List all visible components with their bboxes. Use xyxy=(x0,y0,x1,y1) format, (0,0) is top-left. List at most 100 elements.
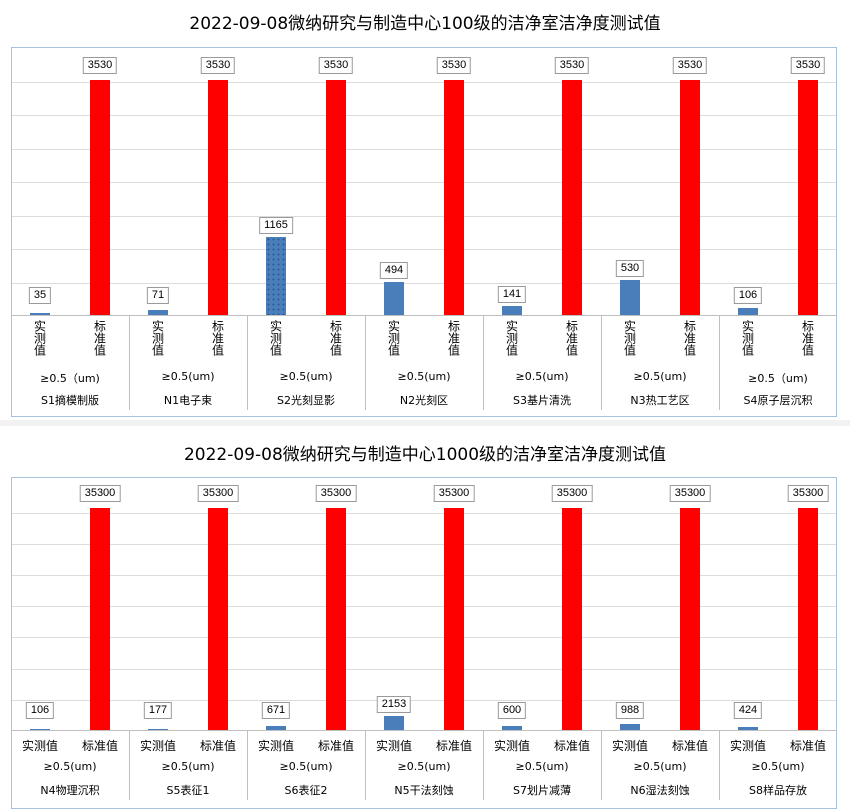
data-label-actual: 35 xyxy=(28,287,52,304)
room-name-label: S2光刻显影 xyxy=(277,394,335,407)
bar-label-actual: 实测值 xyxy=(622,320,637,356)
data-label-standard: 35300 xyxy=(433,485,475,502)
data-label-standard: 35300 xyxy=(787,485,829,502)
particle-size-label: ≥0.5(um) xyxy=(515,370,569,383)
group-separator xyxy=(601,730,602,800)
bar-standard xyxy=(326,508,346,730)
bar-actual xyxy=(148,310,168,315)
room-name-label: S3基片清洗 xyxy=(513,394,571,407)
data-label-actual: 177 xyxy=(143,702,173,719)
bar-label-actual: 实测值 xyxy=(257,739,295,753)
bar-actual xyxy=(266,725,286,730)
bar-standard xyxy=(90,80,110,315)
bar-actual xyxy=(384,716,404,730)
room-name-label: S4原子层沉积 xyxy=(743,394,813,407)
particle-size-label: ≥0.5(um) xyxy=(279,760,333,773)
data-label-actual: 2153 xyxy=(376,696,412,714)
category-axis xyxy=(11,315,837,413)
bar-label-standard: 标准值 xyxy=(446,320,461,356)
room-name-label: N4物理沉积 xyxy=(40,784,100,797)
data-label-actual: 141 xyxy=(497,285,527,303)
chart-title: 2022-09-08微纳研究与制造中心100级的洁净室洁净度测试值 xyxy=(189,14,661,34)
data-label-standard: 35300 xyxy=(197,485,239,502)
data-label-actual: 71 xyxy=(146,287,170,304)
gridline xyxy=(12,81,836,83)
room-name-label: S5表征1 xyxy=(166,784,210,797)
group-separator xyxy=(365,315,366,410)
bar-label-standard: 标准值 xyxy=(92,320,107,356)
bar-actual xyxy=(738,307,758,315)
data-label-actual: 600 xyxy=(497,702,527,719)
data-label-standard: 35300 xyxy=(315,485,357,502)
bar-label-actual: 实测值 xyxy=(740,320,755,356)
bar-label-actual: 实测值 xyxy=(268,320,283,356)
group-separator xyxy=(129,315,130,410)
data-label-standard: 3530 xyxy=(790,57,826,74)
gridline xyxy=(12,115,836,116)
bar-label-actual: 实测值 xyxy=(150,320,165,356)
particle-size-label: ≥0.5(um) xyxy=(633,760,687,773)
bar-label-actual: 实测值 xyxy=(32,320,47,356)
data-label-standard: 3530 xyxy=(82,57,118,74)
gridline xyxy=(12,543,836,545)
bar-label-standard: 标准值 xyxy=(553,739,591,753)
gridline xyxy=(12,249,836,250)
room-name-label: N6湿法刻蚀 xyxy=(630,784,690,797)
particle-size-label: ≥0.5(um) xyxy=(161,370,215,383)
gridline xyxy=(12,148,836,150)
particle-size-label: ≥0.5(um) xyxy=(161,760,215,773)
bar-label-standard: 标准值 xyxy=(682,320,697,356)
room-name-label: N1电子束 xyxy=(163,394,213,407)
bar-actual xyxy=(384,282,404,315)
data-label-standard: 3530 xyxy=(436,57,472,74)
data-label-standard: 3530 xyxy=(200,57,236,74)
data-label-standard: 3530 xyxy=(318,57,354,74)
gridline xyxy=(12,699,836,701)
bar-actual xyxy=(620,279,640,315)
particle-size-label: ≥0.5（um) xyxy=(40,372,100,385)
bar-label-actual: 实测值 xyxy=(375,739,413,753)
bar-label-actual: 实测值 xyxy=(504,320,519,356)
gridline xyxy=(12,606,836,608)
gridline xyxy=(12,637,836,639)
data-label-actual: 106 xyxy=(25,702,55,719)
bar-label-standard: 标准值 xyxy=(564,320,579,356)
data-label-actual: 424 xyxy=(733,702,763,719)
bar-label-standard: 标准值 xyxy=(328,320,343,356)
bar-standard xyxy=(208,80,228,315)
room-name-label: S6表征2 xyxy=(284,784,328,797)
bar-label-actual: 实测值 xyxy=(493,739,531,753)
bar-standard xyxy=(798,508,818,730)
bar-label-standard: 标准值 xyxy=(210,320,225,356)
gridline xyxy=(12,215,836,217)
data-label-actual: 106 xyxy=(733,287,763,304)
group-separator xyxy=(129,730,130,800)
cleanroom-100-chart: 2022-09-08微纳研究与制造中心100级的洁净室洁净度测试值 35 3530… xyxy=(11,14,837,417)
bar-label-standard: 标准值 xyxy=(671,739,709,753)
bar-standard xyxy=(208,508,228,730)
group-separator xyxy=(719,730,720,800)
bar-actual xyxy=(502,305,522,315)
bar-standard xyxy=(680,80,700,315)
gridline xyxy=(12,512,836,514)
bar-actual xyxy=(620,723,640,730)
bar-label-standard: 标准值 xyxy=(800,320,815,356)
room-name-label: N3热工艺区 xyxy=(630,394,690,407)
data-label-standard: 35300 xyxy=(79,485,121,502)
bar-standard xyxy=(680,508,700,730)
bar-actual xyxy=(30,312,50,315)
bar-label-standard: 标准值 xyxy=(81,739,119,753)
bar-standard xyxy=(444,80,464,315)
data-label-standard: 3530 xyxy=(672,57,708,74)
particle-size-label: ≥0.5(um) xyxy=(751,760,805,773)
bar-label-standard: 标准值 xyxy=(789,739,827,753)
particle-size-label: ≥0.5(um) xyxy=(43,760,97,773)
particle-size-label: ≥0.5(um) xyxy=(279,370,333,383)
bar-standard xyxy=(326,80,346,315)
room-name-label: N5干法刻蚀 xyxy=(394,784,454,797)
data-label-standard: 35300 xyxy=(669,485,711,502)
data-label-actual: 988 xyxy=(615,702,645,719)
chart-title: 2022-09-08微纳研究与制造中心1000级的洁净室洁净度测试值 xyxy=(183,445,667,465)
room-name-label: S7划片减薄 xyxy=(513,784,571,797)
bar-standard xyxy=(562,80,582,315)
